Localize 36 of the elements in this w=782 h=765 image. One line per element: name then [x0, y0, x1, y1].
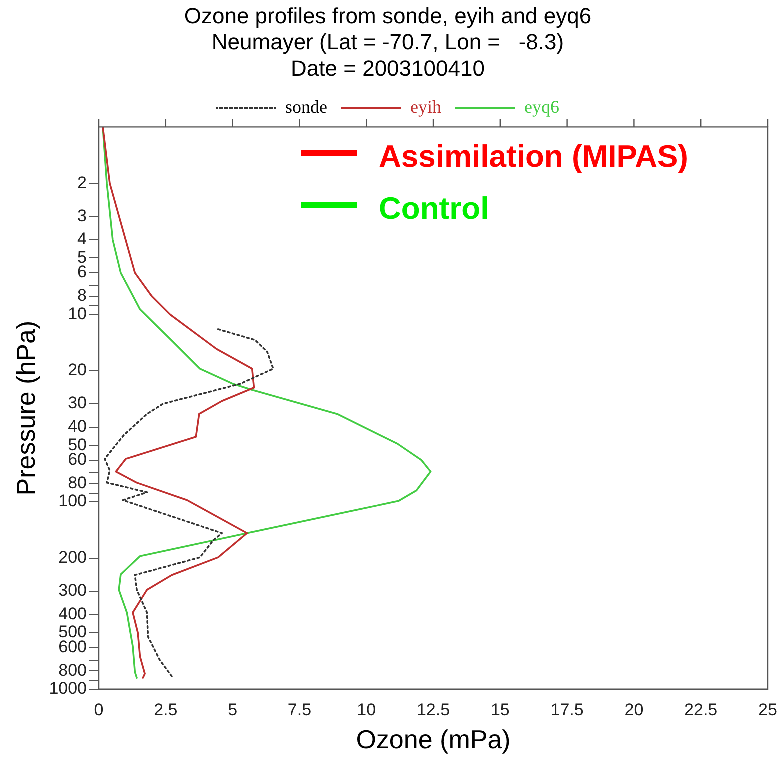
x-tick-label: 22.5: [684, 700, 718, 720]
legend-label: eyih: [410, 96, 442, 117]
y-tick-label: 4: [78, 230, 88, 249]
x-tick-label: 12.5: [416, 700, 450, 720]
x-tick-label: 5: [228, 700, 238, 720]
x-tick-label: 17.5: [550, 700, 584, 720]
x-tick-label: 15: [490, 700, 510, 720]
y-tick-label: 300: [58, 581, 88, 600]
y-tick-label: 400: [58, 604, 88, 624]
y-tick-label: 8: [78, 286, 88, 306]
x-tick-label: 10: [357, 700, 376, 720]
y-tick-label: 30: [68, 394, 88, 413]
y-tick-label: 2: [78, 173, 88, 192]
x-tick-label: 0: [94, 700, 104, 720]
y-tick-label: 40: [68, 417, 88, 436]
y-tick-label: 80: [68, 474, 88, 493]
chart-subtitle: Neumayer (Lat = -70.7, Lon = -8.3) Date = 2003100410: [212, 30, 564, 82]
x-tick-label: 20: [624, 700, 644, 720]
line-series: [104, 328, 274, 679]
y-tick-label: 200: [58, 548, 88, 568]
y-tick-label: 20: [68, 360, 88, 380]
y-axis-title: Pressure (hPa): [10, 320, 41, 496]
y-tick-label: 3: [78, 206, 88, 226]
x-axis-title: Ozone (mPa): [356, 724, 511, 755]
x-tick-label: 2.5: [154, 700, 178, 720]
y-tick-label: 800: [58, 660, 88, 680]
y-tick-label: 100: [58, 492, 88, 511]
annotation: Control: [379, 191, 490, 228]
x-tick-label: 25: [758, 700, 778, 720]
y-tick-label: 10: [68, 304, 88, 324]
legend-label: eyq6: [524, 96, 560, 117]
chart-title: Ozone profiles from sonde, eyih and eyq6: [184, 3, 592, 28]
x-tick-label: 7.5: [288, 700, 312, 720]
y-tick-label: 1000: [49, 679, 88, 698]
legend-label: sonde: [286, 96, 328, 117]
annotation: Assimilation (MIPAS): [379, 139, 688, 176]
